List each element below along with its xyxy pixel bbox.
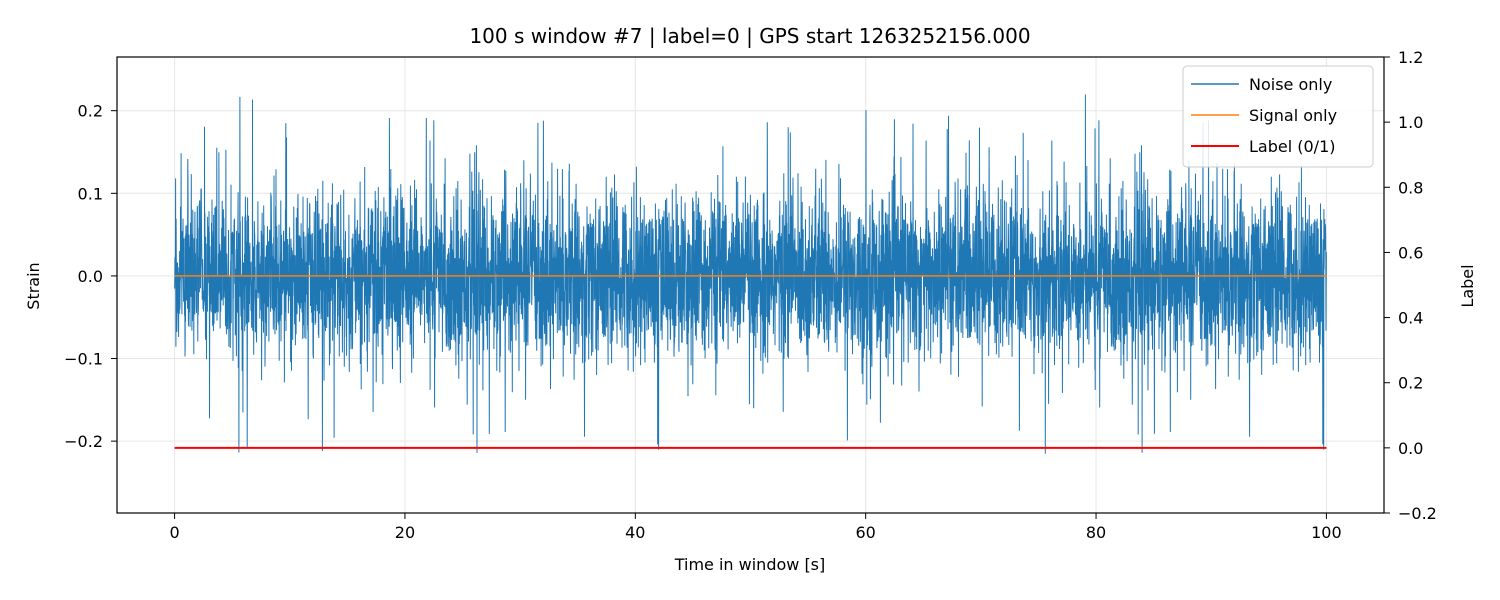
x-tick-label-0: 0: [169, 523, 179, 542]
y2-tick-label-5: 0.8: [1398, 178, 1423, 197]
y2-tick-label-4: 0.6: [1398, 243, 1423, 262]
legend-label-2: Label (0/1): [1249, 137, 1335, 156]
y-tick-label-0: −0.2: [64, 432, 103, 451]
y2-tick-label-7: 1.2: [1398, 48, 1423, 67]
x-axis: 0 20 40 60 80 100: [169, 513, 1342, 542]
y2-axis-title: Label: [1458, 264, 1477, 307]
y2-tick-label-3: 0.4: [1398, 309, 1423, 328]
x-tick-label-5: 100: [1311, 523, 1342, 542]
x-tick-label-1: 20: [395, 523, 415, 542]
legend-label-1: Signal only: [1249, 106, 1337, 125]
legend: Noise only Signal only Label (0/1): [1182, 65, 1374, 168]
plot-frame: [116, 56, 1385, 514]
x-axis-title: Time in window [s]: [674, 555, 826, 574]
y-tick-label-3: 0.1: [78, 184, 103, 203]
noise-series: [174, 94, 1327, 454]
x-tick-label-4: 80: [1086, 523, 1106, 542]
x-tick-label-3: 60: [856, 523, 876, 542]
y2-tick-label-1: 0.0: [1398, 439, 1423, 458]
y-tick-label-4: 0.2: [78, 102, 103, 121]
noise-series-line: [174, 94, 1327, 454]
x-tick-label-2: 40: [625, 523, 645, 542]
y2-tick-label-6: 1.0: [1398, 113, 1423, 132]
chart-title: 100 s window #7 | label=0 | GPS start 12…: [469, 24, 1030, 48]
y2-tick-label-0: −0.2: [1398, 504, 1437, 523]
y-tick-label-1: −0.1: [64, 350, 103, 369]
legend-box: [1182, 65, 1374, 168]
y-axis-title: Strain: [24, 262, 43, 309]
legend-label-0: Noise only: [1249, 75, 1332, 94]
y-axis: −0.2 −0.1 0.0 0.1 0.2: [64, 102, 117, 451]
y-tick-label-2: 0.0: [78, 267, 103, 286]
y2-axis: −0.2 0.0 0.2 0.4 0.6 0.8 1.0 1.2: [1384, 48, 1437, 523]
y2-tick-label-2: 0.2: [1398, 374, 1423, 393]
